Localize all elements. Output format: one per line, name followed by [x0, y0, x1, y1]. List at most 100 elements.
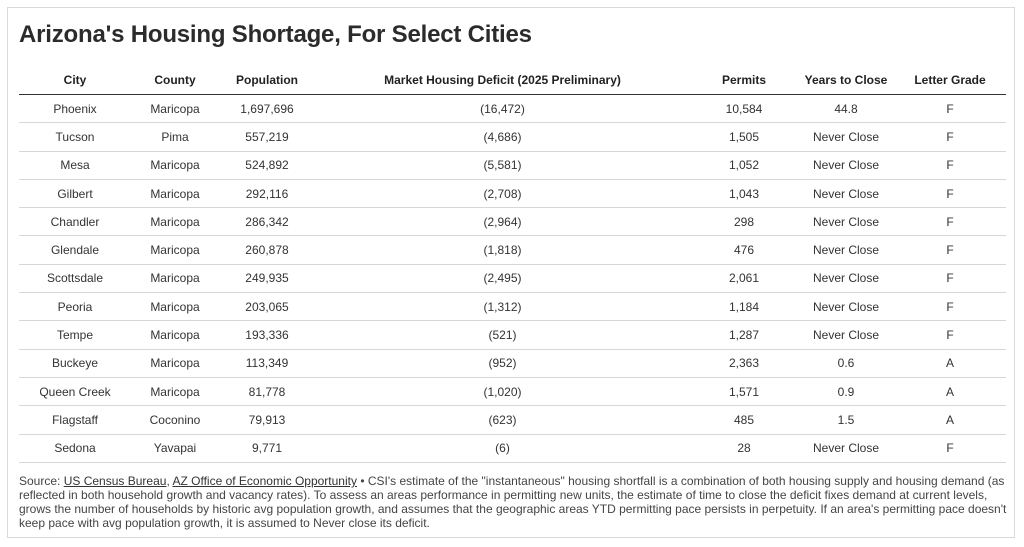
county-cell: Maricopa [131, 264, 219, 294]
city-cell: Gilbert [19, 179, 131, 209]
city-cell: Tucson [19, 122, 131, 152]
letter-grade-cell: A [894, 377, 1006, 407]
permits-cell: 476 [690, 235, 798, 265]
table-row: Flagstaff Coconino 79,913 (623) 485 1.5 A [19, 405, 1006, 435]
population-cell: 203,065 [219, 292, 315, 322]
letter-grade-cell: F [894, 292, 1006, 322]
years-to-close-cell: 44.8 [798, 94, 894, 124]
years-to-close-cell: Never Close [798, 122, 894, 152]
county-cell: Maricopa [131, 320, 219, 350]
source-separator: , [166, 474, 173, 488]
permits-cell: 1,052 [690, 151, 798, 180]
deficit-cell: (623) [315, 405, 690, 435]
county-cell: Maricopa [131, 235, 219, 265]
population-cell: 292,116 [219, 179, 315, 209]
county-cell: Pima [131, 122, 219, 152]
letter-grade-cell: F [894, 434, 1006, 463]
city-cell: Scottsdale [19, 264, 131, 294]
letter-grade-cell: F [894, 235, 1006, 265]
county-cell: Maricopa [131, 207, 219, 237]
table-row: Mesa Maricopa 524,892 (5,581) 1,052 Never Clo… [19, 151, 1006, 180]
deficit-cell: (1,020) [315, 377, 690, 407]
deficit-cell: (952) [315, 349, 690, 378]
table-row: Sedona Yavapai 9,771 (6) 28 Never Close F [19, 434, 1006, 463]
table-row: Queen Creek Maricopa 81,778 (1,020) 1,571 0.9… [19, 377, 1006, 407]
table-row: Scottsdale Maricopa 249,935 (2,495) 2,061 Nev… [19, 264, 1006, 294]
population-cell: 260,878 [219, 235, 315, 265]
letter-grade-cell: F [894, 207, 1006, 237]
city-cell: Glendale [19, 235, 131, 265]
years-to-close-cell: 1.5 [798, 405, 894, 435]
population-cell: 286,342 [219, 207, 315, 237]
deficit-cell: (2,495) [315, 264, 690, 294]
city-cell: Mesa [19, 151, 131, 180]
years-to-close-cell: Never Close [798, 264, 894, 294]
deficit-cell: (521) [315, 320, 690, 350]
letter-grade-cell: F [894, 151, 1006, 180]
column-header-city: City [19, 65, 131, 95]
population-cell: 524,892 [219, 151, 315, 180]
city-cell: Sedona [19, 434, 131, 463]
source-note: Source: US Census Bureau, AZ Office of E… [19, 474, 1011, 530]
table-body: Phoenix Maricopa 1,697,696 (16,472) 10,584 44… [19, 94, 1006, 463]
population-cell: 81,778 [219, 377, 315, 407]
population-cell: 557,219 [219, 122, 315, 152]
city-cell: Buckeye [19, 349, 131, 378]
years-to-close-cell: Never Close [798, 207, 894, 237]
city-cell: Queen Creek [19, 377, 131, 407]
population-cell: 249,935 [219, 264, 315, 294]
letter-grade-cell: F [894, 122, 1006, 152]
permits-cell: 28 [690, 434, 798, 463]
county-cell: Maricopa [131, 292, 219, 322]
years-to-close-cell: Never Close [798, 151, 894, 180]
permits-cell: 485 [690, 405, 798, 435]
population-cell: 1,697,696 [219, 94, 315, 124]
deficit-cell: (16,472) [315, 94, 690, 124]
permits-cell: 298 [690, 207, 798, 237]
housing-table: City County Population Market Housing De… [19, 65, 1006, 463]
table-row: Phoenix Maricopa 1,697,696 (16,472) 10,584 44… [19, 94, 1006, 124]
source-methodology: • CSI's estimate of the "instantaneous" … [19, 474, 1007, 530]
deficit-cell: (6) [315, 434, 690, 463]
years-to-close-cell: 0.9 [798, 377, 894, 407]
column-header-county: County [131, 65, 219, 95]
letter-grade-cell: F [894, 320, 1006, 350]
permits-cell: 2,061 [690, 264, 798, 294]
deficit-cell: (5,581) [315, 151, 690, 180]
chart-frame: Arizona's Housing Shortage, For Select C… [7, 7, 1015, 538]
years-to-close-cell: Never Close [798, 179, 894, 209]
county-cell: Maricopa [131, 377, 219, 407]
table-row: Peoria Maricopa 203,065 (1,312) 1,184 Never C… [19, 292, 1006, 322]
years-to-close-cell: Never Close [798, 434, 894, 463]
permits-cell: 1,287 [690, 320, 798, 350]
table-row: Glendale Maricopa 260,878 (1,818) 476 Never C… [19, 235, 1006, 265]
county-cell: Maricopa [131, 179, 219, 209]
column-header-permits: Permits [690, 65, 798, 95]
source-link-oeo[interactable]: AZ Office of Economic Opportunity [172, 474, 357, 488]
source-link-census[interactable]: US Census Bureau [63, 474, 167, 488]
table-row: Gilbert Maricopa 292,116 (2,708) 1,043 Never … [19, 179, 1006, 209]
city-cell: Phoenix [19, 94, 131, 124]
county-cell: Maricopa [131, 151, 219, 180]
deficit-cell: (2,708) [315, 179, 690, 209]
permits-cell: 1,043 [690, 179, 798, 209]
deficit-cell: (1,818) [315, 235, 690, 265]
population-cell: 193,336 [219, 320, 315, 350]
letter-grade-cell: F [894, 179, 1006, 209]
column-header-years-to-close: Years to Close [798, 65, 894, 95]
letter-grade-cell: A [894, 405, 1006, 435]
source-prefix: Source: [19, 474, 64, 488]
city-cell: Peoria [19, 292, 131, 322]
county-cell: Yavapai [131, 434, 219, 463]
population-cell: 9,771 [219, 434, 315, 463]
years-to-close-cell: Never Close [798, 292, 894, 322]
deficit-cell: (1,312) [315, 292, 690, 322]
years-to-close-cell: Never Close [798, 235, 894, 265]
population-cell: 113,349 [219, 349, 315, 378]
letter-grade-cell: F [894, 264, 1006, 294]
column-header-deficit: Market Housing Deficit (2025 Preliminary… [315, 65, 690, 95]
county-cell: Coconino [131, 405, 219, 435]
table-row: Tempe Maricopa 193,336 (521) 1,287 Never Clos… [19, 320, 1006, 350]
letter-grade-cell: A [894, 349, 1006, 378]
table-row: Buckeye Maricopa 113,349 (952) 2,363 0.6 A [19, 349, 1006, 378]
